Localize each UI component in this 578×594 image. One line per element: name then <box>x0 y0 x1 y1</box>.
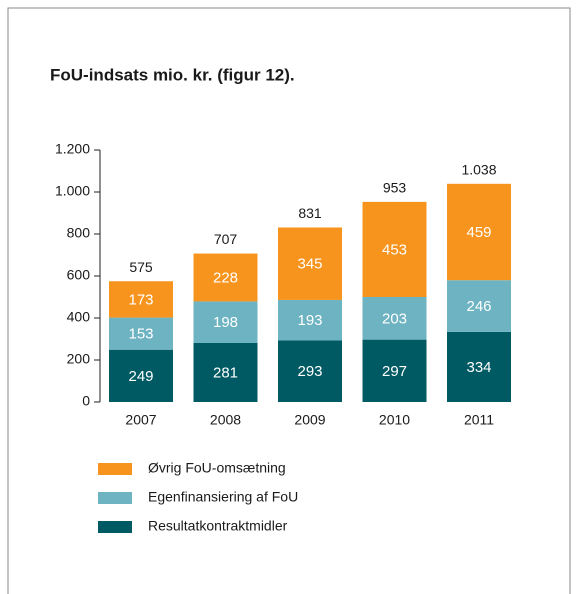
bar-segment <box>362 339 427 402</box>
total-label: 707 <box>214 231 238 247</box>
frame <box>7 7 571 594</box>
bar-segment <box>362 201 427 297</box>
bar-segment <box>109 281 173 318</box>
x-tick-label: 2011 <box>464 412 494 428</box>
total-label: 1.038 <box>461 162 496 178</box>
legend-label: Egenfinansiering af FoU <box>148 489 298 505</box>
segment-label: 459 <box>466 224 491 241</box>
x-tick-label: 2007 <box>125 412 156 428</box>
segment-label: 293 <box>297 363 322 380</box>
total-label: 953 <box>383 180 407 196</box>
bar-segment <box>193 301 258 343</box>
segment-label: 249 <box>128 368 153 385</box>
segment-label: 246 <box>466 298 491 315</box>
y-tick-label: 800 <box>67 225 91 241</box>
y-tick-label: 600 <box>67 267 91 283</box>
y-tick-label: 200 <box>67 351 91 367</box>
segment-label: 281 <box>213 364 238 381</box>
y-tick-label: 0 <box>82 393 90 409</box>
segment-label: 228 <box>213 269 238 286</box>
total-label: 831 <box>298 205 322 221</box>
segment-label: 297 <box>382 363 407 380</box>
segment-label: 453 <box>382 241 407 258</box>
bar-segment <box>109 349 173 402</box>
legend-label: Resultatkontraktmidler <box>148 518 288 534</box>
segment-label: 334 <box>466 359 491 376</box>
x-tick-label: 2010 <box>379 412 410 428</box>
bar-segment <box>447 280 511 332</box>
y-tick-label: 1.200 <box>55 141 90 157</box>
segment-label: 193 <box>297 312 322 329</box>
segment-label: 198 <box>213 314 238 331</box>
bar-segment <box>193 342 258 402</box>
bar-segment <box>447 331 511 402</box>
bar-segment <box>278 227 342 300</box>
y-tick-label: 1.000 <box>55 183 90 199</box>
bar-segment <box>193 253 258 302</box>
legend-swatch <box>98 521 132 533</box>
bar-segment <box>447 183 511 281</box>
bar-segment <box>278 340 342 402</box>
bar-segment <box>109 317 173 350</box>
legend-swatch <box>98 463 132 475</box>
y-tick-label: 400 <box>67 309 91 325</box>
x-tick-label: 2008 <box>210 412 241 428</box>
legend-swatch <box>98 492 132 504</box>
x-tick-label: 2009 <box>294 412 325 428</box>
segment-label: 153 <box>128 326 153 343</box>
chart-title: FoU-indsats mio. kr. (figur 12). <box>50 65 295 84</box>
bar-segment <box>362 297 427 340</box>
total-label: 575 <box>129 259 153 275</box>
segment-label: 345 <box>297 256 322 273</box>
segment-label: 173 <box>128 291 153 308</box>
legend-label: Øvrig FoU-omsætning <box>148 460 286 476</box>
bar-segment <box>278 299 342 341</box>
segment-label: 203 <box>382 310 407 327</box>
